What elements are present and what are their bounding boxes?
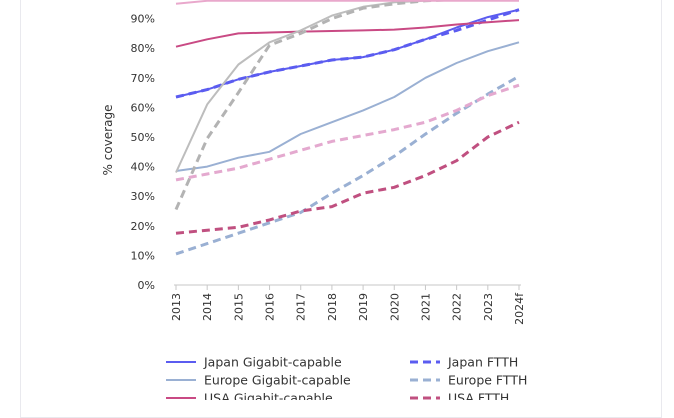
series-line xyxy=(175,8,520,99)
series-line xyxy=(175,19,520,48)
x-tick-label: 2021 xyxy=(419,293,432,321)
x-axis: 2013 2014 2015 2016 2017 2018 2019 2020 2021 2022… xyxy=(170,284,526,325)
series-line xyxy=(175,0,519,5)
x-tick-label: 2022 xyxy=(451,293,464,321)
y-tick-label: 40% xyxy=(131,161,155,174)
legend-label: USA FTTH xyxy=(448,391,509,401)
y-tick-label: 60% xyxy=(131,101,155,114)
y-tick-label: 30% xyxy=(131,190,155,203)
series-line xyxy=(174,0,476,211)
x-tick-label: 2024f xyxy=(513,292,526,325)
x-tick-label: 2023 xyxy=(482,293,495,321)
y-tick-label: 20% xyxy=(131,220,155,233)
series-lines xyxy=(174,0,520,256)
series-line xyxy=(175,0,465,173)
legend: Japan Gigabit-capable Japan FTTH Europe Gi… xyxy=(166,355,527,401)
series-line xyxy=(175,74,520,256)
line-chart: 0%10%20%30%40%50%60%70%80%90% 2013 2014 20… xyxy=(101,0,527,401)
series-line xyxy=(175,120,520,235)
legend-label: Europe Gigabit-capable xyxy=(204,373,351,388)
y-tick-label: 50% xyxy=(131,131,155,144)
legend-label: Japan FTTH xyxy=(447,355,518,370)
y-tick-label: 0% xyxy=(138,279,155,292)
series-line xyxy=(175,83,520,182)
x-tick-label: 2013 xyxy=(170,293,183,321)
x-tick-label: 2020 xyxy=(388,293,401,321)
legend-label: Europe FTTH xyxy=(448,373,527,388)
x-tick-label: 2016 xyxy=(264,293,277,321)
y-tick-label: 10% xyxy=(131,249,155,262)
x-tick-label: 2018 xyxy=(326,293,339,321)
y-axis: 0% 10% 20% 30% 40% 50% 60% 70% 80% 90% xyxy=(131,13,155,292)
y-tick-label: 70% xyxy=(131,72,155,85)
x-tick-label: 2019 xyxy=(357,293,370,321)
legend-label: USA Gigabit-capable xyxy=(204,391,333,401)
y-tick-label: 80% xyxy=(131,42,155,55)
chart-card xyxy=(20,0,662,418)
x-tick-label: 2015 xyxy=(232,293,245,321)
y-tick-label: 90% xyxy=(131,13,155,26)
series-line xyxy=(175,41,520,172)
x-tick-label: 2014 xyxy=(201,293,214,321)
legend-label: Japan Gigabit-capable xyxy=(203,355,342,370)
y-axis-label: % coverage xyxy=(101,105,115,176)
x-tick-label: 2017 xyxy=(295,293,308,321)
